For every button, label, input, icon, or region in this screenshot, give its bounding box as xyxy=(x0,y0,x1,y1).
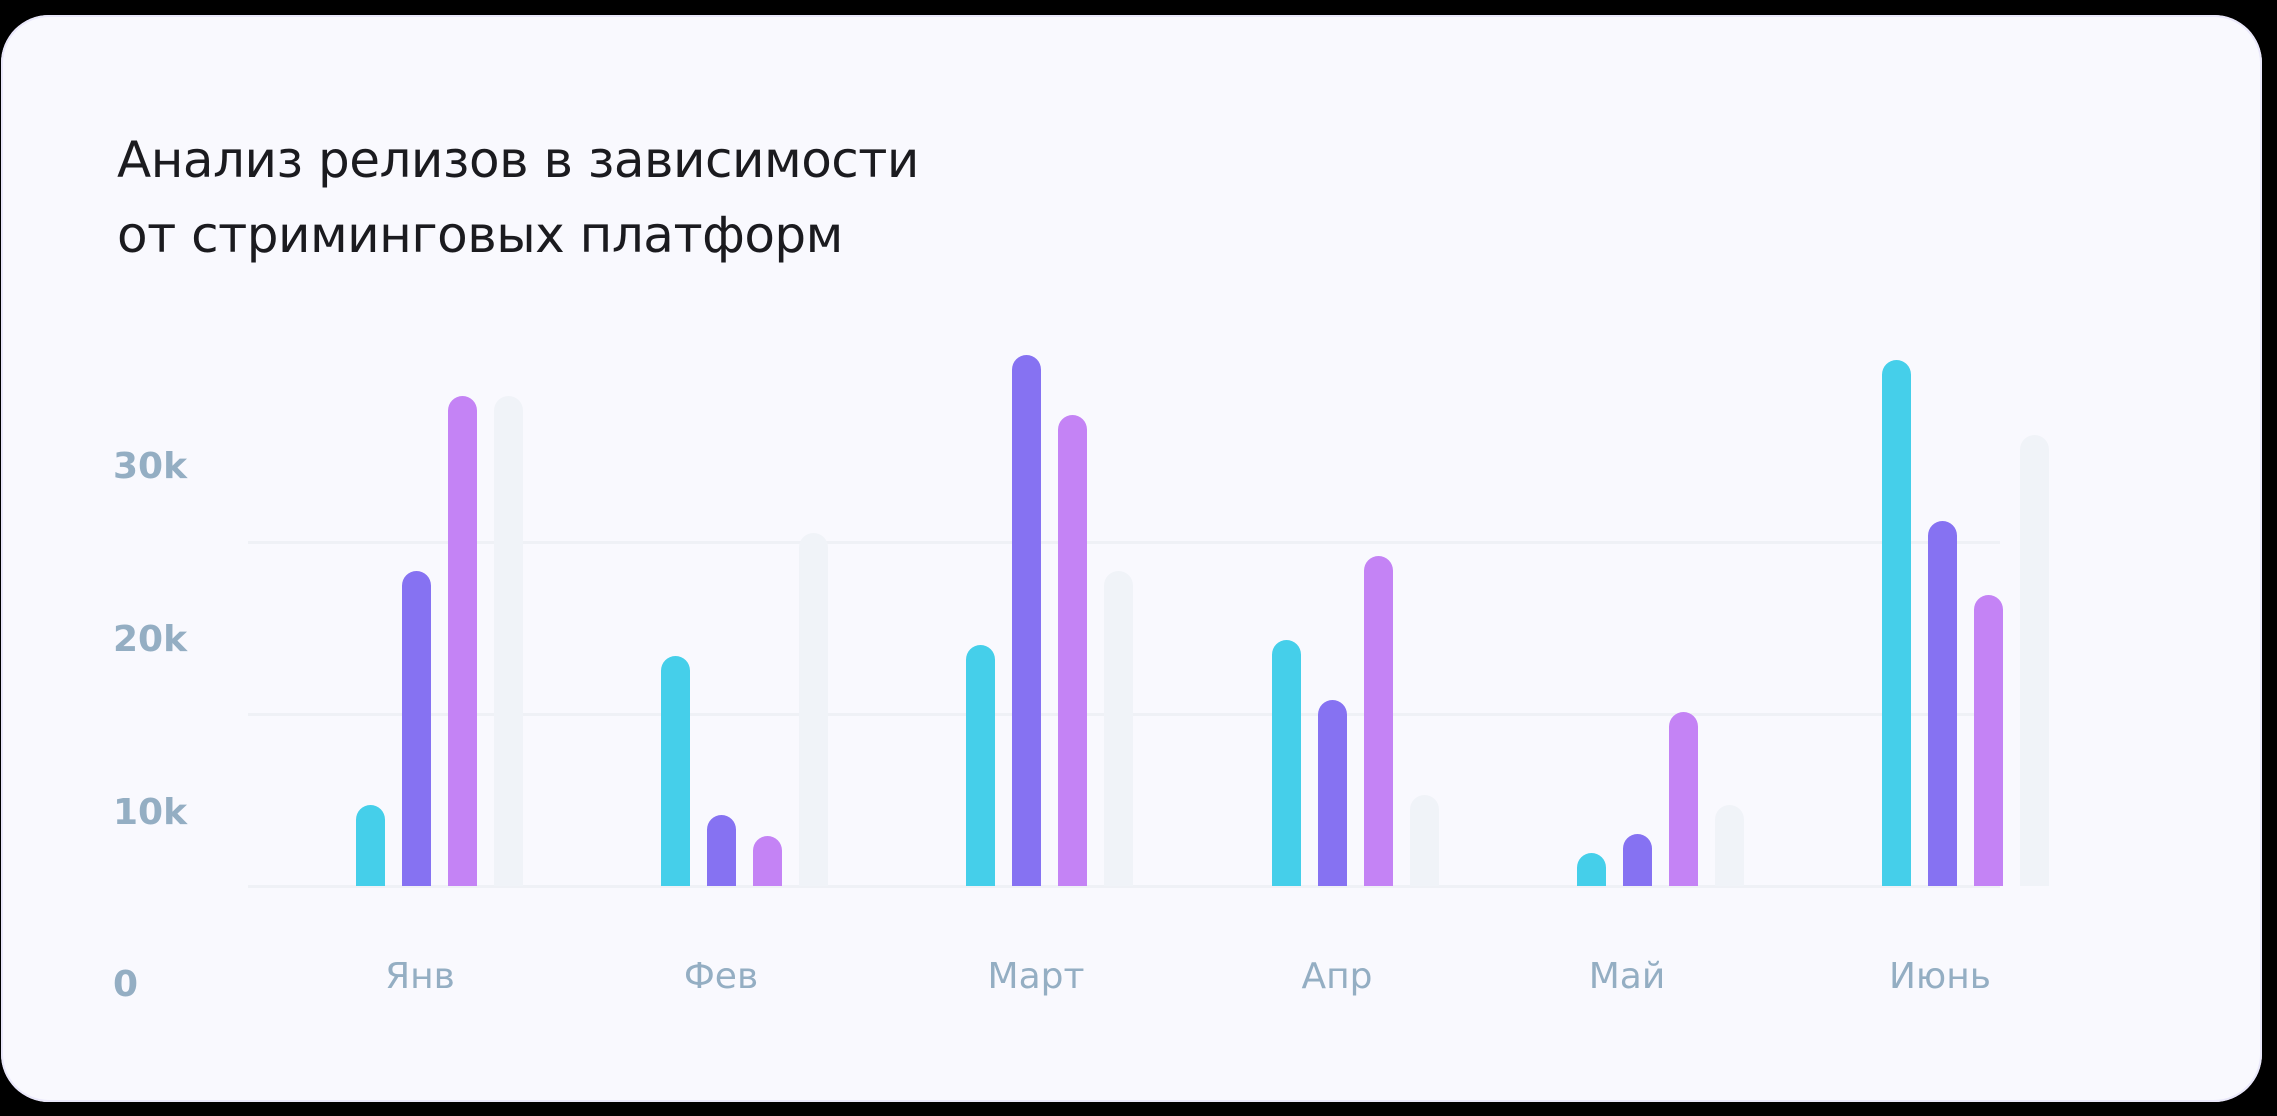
bar-3-5 xyxy=(1974,595,2003,886)
bar-1-3 xyxy=(1272,640,1301,886)
x-tick-apr: Апр xyxy=(1301,956,1373,997)
chart-title-line-1: Анализ релизов в зависимости xyxy=(117,131,919,189)
gridline-baseline xyxy=(248,885,2000,888)
bar-2-5 xyxy=(1928,521,1957,886)
bar-1-0 xyxy=(356,805,385,886)
y-tick-0: 0 xyxy=(113,964,139,1005)
bar-1-5 xyxy=(1882,360,1911,886)
x-tick-jan: Янв xyxy=(385,956,455,997)
chart-title-line-2: от стриминговых платформ xyxy=(117,206,843,264)
bar-1-1 xyxy=(661,656,690,886)
bar-3-1 xyxy=(753,836,782,886)
x-tick-feb: Фев xyxy=(683,956,759,997)
y-tick-20k: 20k xyxy=(113,619,188,660)
bar-2-2 xyxy=(1012,355,1041,886)
bar-4-3 xyxy=(1410,795,1439,886)
bar-4-4 xyxy=(1715,805,1744,886)
bar-3-4 xyxy=(1669,712,1698,886)
bar-4-2 xyxy=(1104,571,1133,886)
x-tick-jun: Июнь xyxy=(1889,956,1991,997)
gridline-20k xyxy=(248,541,2000,544)
bar-4-1 xyxy=(799,533,828,886)
bar-4-0 xyxy=(494,396,523,886)
bar-2-0 xyxy=(402,571,431,886)
y-tick-30k: 30k xyxy=(113,446,188,487)
x-tick-may: Май xyxy=(1588,956,1666,997)
y-tick-10k: 10k xyxy=(113,792,188,833)
bar-1-2 xyxy=(966,645,995,886)
bar-2-3 xyxy=(1318,700,1347,886)
bar-3-0 xyxy=(448,396,477,886)
bar-3-2 xyxy=(1058,415,1087,886)
x-tick-mar: Март xyxy=(987,956,1085,997)
bar-3-3 xyxy=(1364,556,1393,886)
bar-2-4 xyxy=(1623,834,1652,886)
bar-1-4 xyxy=(1577,853,1606,886)
bar-4-5 xyxy=(2020,435,2049,886)
chart-title: Анализ релизов в зависимости от стриминг… xyxy=(117,123,919,273)
bar-2-1 xyxy=(707,815,736,886)
chart-card: Анализ релизов в зависимости от стриминг… xyxy=(1,15,2262,1102)
